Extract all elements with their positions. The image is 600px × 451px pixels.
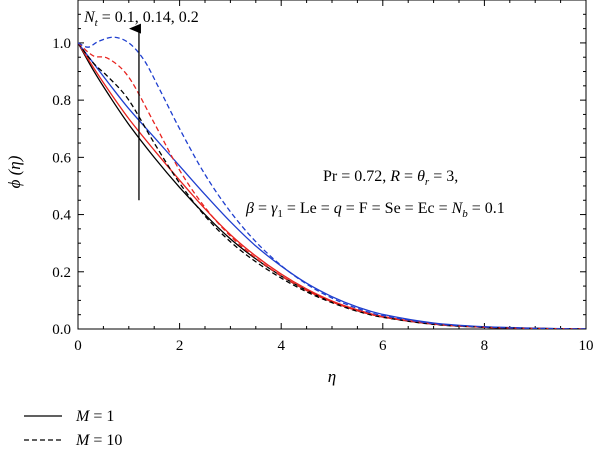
x-tick-label: 2: [176, 338, 184, 354]
y-tick-label: 0.6: [52, 150, 71, 166]
nt-annotation: Nt = 0.1, 0.14, 0.2: [83, 9, 199, 29]
y-tick-label: 0.8: [52, 93, 71, 109]
y-axis-ticks: 0.0 0.2 0.4 0.6 0.8 1.0: [52, 13, 586, 338]
series-line-1: [78, 42, 586, 329]
series-line-3: [78, 42, 586, 329]
legend-label-solid: M = 1: [75, 408, 114, 425]
x-tick-label: 6: [379, 338, 387, 354]
plot-frame: [77, 0, 587, 330]
x-tick-label: 10: [579, 338, 594, 354]
x-tick-label: 0: [74, 338, 82, 354]
x-tick-label: 8: [481, 338, 489, 354]
series-line-2: [78, 42, 586, 329]
series-line-5: [78, 42, 586, 329]
legend: M = 1 M = 10: [24, 408, 122, 449]
series-line-4: [78, 42, 586, 329]
x-axis-label: η: [328, 367, 336, 386]
params-line-2: β = γ1 = Le = q = F = Se = Ec = Nb = 0.1: [245, 200, 505, 220]
x-axis-ticks: 0 2 4 6 8 10: [74, 0, 594, 354]
y-tick-label: 0.0: [52, 322, 71, 338]
legend-label-dashed: M = 10: [75, 432, 122, 449]
y-tick-label: 1.0: [52, 36, 71, 52]
series-group: [78, 36, 586, 329]
y-axis-label: ϕ (η): [5, 155, 24, 188]
series-line-6: [78, 36, 586, 329]
params-line-1: Pr = 0.72, R = θr = 3,: [323, 168, 458, 188]
x-tick-label: 4: [277, 338, 285, 354]
y-tick-label: 0.4: [52, 208, 71, 224]
y-tick-label: 0.2: [52, 265, 71, 281]
